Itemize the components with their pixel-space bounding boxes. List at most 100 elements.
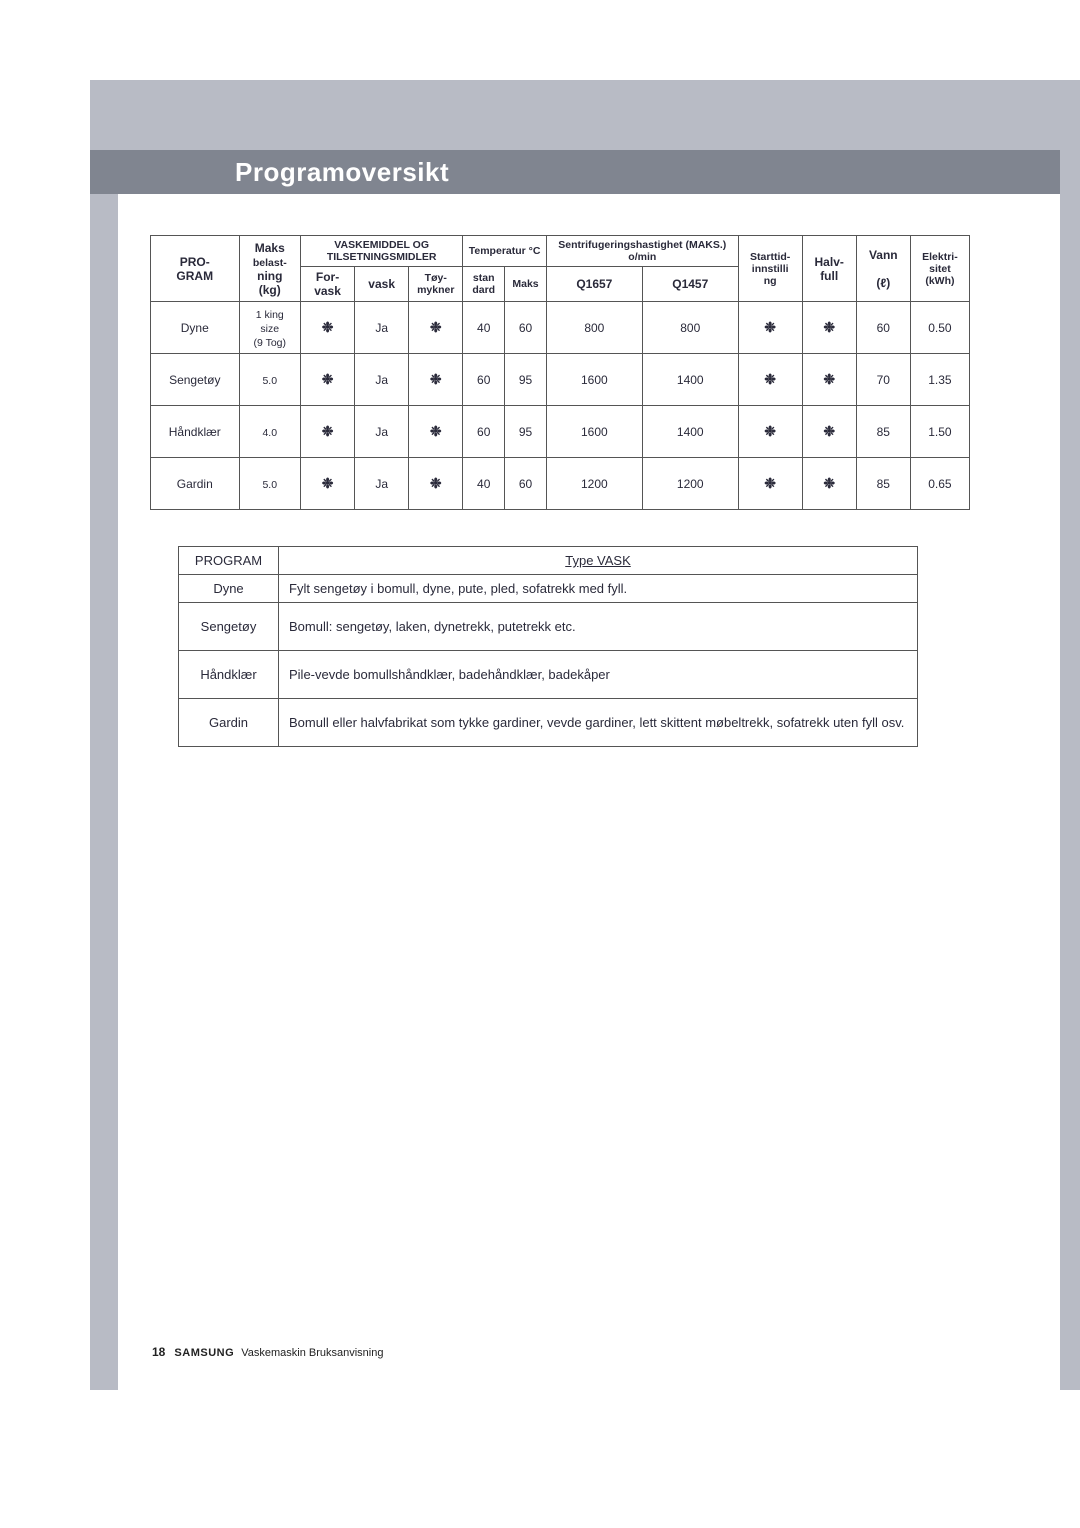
cell-belast: 5.0 xyxy=(239,458,300,510)
desc-table-body: Dyne Fylt sengetøy i bomull, dyne, pute,… xyxy=(179,575,918,747)
desc-text: Bomull eller halvfabrikat som tykke gard… xyxy=(279,699,918,747)
cell-program: Sengetøy xyxy=(151,354,240,406)
th-temp: Temperatur °C xyxy=(463,236,547,267)
cell-q1657: 1600 xyxy=(546,406,642,458)
cell-program: Gardin xyxy=(151,458,240,510)
cell-belast: 5.0 xyxy=(239,354,300,406)
page-footer: 18 SAMSUNG Vaskemaskin Bruksanvisning xyxy=(152,1345,383,1359)
th-sentrifug: Sentrifugeringshastighet (MAKS.) o/min xyxy=(546,236,738,267)
program-table: PRO- GRAM Maks belast- ning (kg) VASKEMI… xyxy=(150,235,970,510)
content-area: PRO- GRAM Maks belast- ning (kg) VASKEMI… xyxy=(150,235,970,747)
th-belast: Maks belast- ning (kg) xyxy=(239,236,300,302)
cell-start: ❉ xyxy=(738,458,802,510)
cell-stan: 60 xyxy=(463,354,505,406)
cell-vask: Ja xyxy=(355,458,409,510)
th-vask: vask xyxy=(355,267,409,302)
cell-vann: 85 xyxy=(856,406,910,458)
cell-program: Håndklær xyxy=(151,406,240,458)
th-toy: Tøy- mykner xyxy=(409,267,463,302)
th-stan: stan dard xyxy=(463,267,505,302)
desc-text: Fylt sengetøy i bomull, dyne, pute, pled… xyxy=(279,575,918,603)
th-starttid: Starttid-innstilli ng xyxy=(738,236,802,302)
table-row: Gardin 5.0 ❉ Ja ❉ 40 60 1200 1200 ❉ ❉ 85… xyxy=(151,458,970,510)
cell-elek: 0.50 xyxy=(910,302,969,354)
cell-maks: 95 xyxy=(505,406,547,458)
cell-q1457: 800 xyxy=(642,302,738,354)
cell-maks: 60 xyxy=(505,458,547,510)
cell-halv: ❉ xyxy=(802,302,856,354)
desc-program: Håndklær xyxy=(179,651,279,699)
th-vaskemiddel: VASKEMIDDEL OG TILSETNINGSMIDLER xyxy=(301,236,463,267)
cell-stan: 40 xyxy=(463,458,505,510)
cell-halv: ❉ xyxy=(802,354,856,406)
cell-maks: 95 xyxy=(505,354,547,406)
cell-maks: 60 xyxy=(505,302,547,354)
cell-toy: ❉ xyxy=(409,354,463,406)
desc-program: Sengetøy xyxy=(179,603,279,651)
page-title: Programoversikt xyxy=(235,157,449,188)
cell-toy: ❉ xyxy=(409,458,463,510)
cell-q1657: 1200 xyxy=(546,458,642,510)
cell-elek: 1.50 xyxy=(910,406,969,458)
cell-vask: Ja xyxy=(355,406,409,458)
description-table: PROGRAM Type VASK Dyne Fylt sengetøy i b… xyxy=(178,546,918,747)
cell-vask: Ja xyxy=(355,354,409,406)
cell-halv: ❉ xyxy=(802,406,856,458)
desc-row: Håndklær Pile-vevde bomullshåndklær, bad… xyxy=(179,651,918,699)
page-number: 18 xyxy=(152,1345,165,1359)
cell-halv: ❉ xyxy=(802,458,856,510)
brand-name: SAMSUNG xyxy=(174,1347,234,1359)
cell-elek: 0.65 xyxy=(910,458,969,510)
th-program: PRO- GRAM xyxy=(151,236,240,302)
cell-vann: 60 xyxy=(856,302,910,354)
cell-start: ❉ xyxy=(738,354,802,406)
cell-vann: 70 xyxy=(856,354,910,406)
cell-vann: 85 xyxy=(856,458,910,510)
cell-q1457: 1200 xyxy=(642,458,738,510)
desc-program: Dyne xyxy=(179,575,279,603)
cell-elek: 1.35 xyxy=(910,354,969,406)
top-header-bar xyxy=(90,80,1080,150)
desc-row: Sengetøy Bomull: sengetøy, laken, dynetr… xyxy=(179,603,918,651)
cell-forvask: ❉ xyxy=(301,458,355,510)
left-side-bar xyxy=(90,150,118,1390)
right-side-bar xyxy=(1060,80,1080,1390)
cell-belast: 4.0 xyxy=(239,406,300,458)
cell-start: ❉ xyxy=(738,406,802,458)
desc-th-program: PROGRAM xyxy=(179,547,279,575)
program-table-body: Dyne 1 kingsize(9 Tog) ❉ Ja ❉ 40 60 800 … xyxy=(151,302,970,510)
cell-q1657: 800 xyxy=(546,302,642,354)
cell-start: ❉ xyxy=(738,302,802,354)
cell-q1657: 1600 xyxy=(546,354,642,406)
desc-text: Bomull: sengetøy, laken, dynetrekk, pute… xyxy=(279,603,918,651)
th-maks: Maks xyxy=(505,267,547,302)
th-q1457: Q1457 xyxy=(642,267,738,302)
th-vann: Vann (ℓ) xyxy=(856,236,910,302)
desc-program: Gardin xyxy=(179,699,279,747)
table-row: Håndklær 4.0 ❉ Ja ❉ 60 95 1600 1400 ❉ ❉ … xyxy=(151,406,970,458)
cell-stan: 60 xyxy=(463,406,505,458)
desc-text: Pile-vevde bomullshåndklær, badehåndklær… xyxy=(279,651,918,699)
desc-row: Dyne Fylt sengetøy i bomull, dyne, pute,… xyxy=(179,575,918,603)
th-q1657: Q1657 xyxy=(546,267,642,302)
cell-toy: ❉ xyxy=(409,302,463,354)
cell-toy: ❉ xyxy=(409,406,463,458)
cell-belast: 1 kingsize(9 Tog) xyxy=(239,302,300,354)
footer-text: Vaskemaskin Bruksanvisning xyxy=(241,1347,383,1359)
cell-q1457: 1400 xyxy=(642,354,738,406)
cell-program: Dyne xyxy=(151,302,240,354)
cell-forvask: ❉ xyxy=(301,406,355,458)
th-forvask: For- vask xyxy=(301,267,355,302)
desc-row: Gardin Bomull eller halvfabrikat som tyk… xyxy=(179,699,918,747)
cell-forvask: ❉ xyxy=(301,302,355,354)
cell-vask: Ja xyxy=(355,302,409,354)
cell-forvask: ❉ xyxy=(301,354,355,406)
table-row: Sengetøy 5.0 ❉ Ja ❉ 60 95 1600 1400 ❉ ❉ … xyxy=(151,354,970,406)
title-bar: Programoversikt xyxy=(90,150,1060,194)
cell-stan: 40 xyxy=(463,302,505,354)
desc-th-type: Type VASK xyxy=(279,547,918,575)
table-row: Dyne 1 kingsize(9 Tog) ❉ Ja ❉ 40 60 800 … xyxy=(151,302,970,354)
th-elek: Elektri-sitet (kWh) xyxy=(910,236,969,302)
cell-q1457: 1400 xyxy=(642,406,738,458)
th-halv: Halv- full xyxy=(802,236,856,302)
